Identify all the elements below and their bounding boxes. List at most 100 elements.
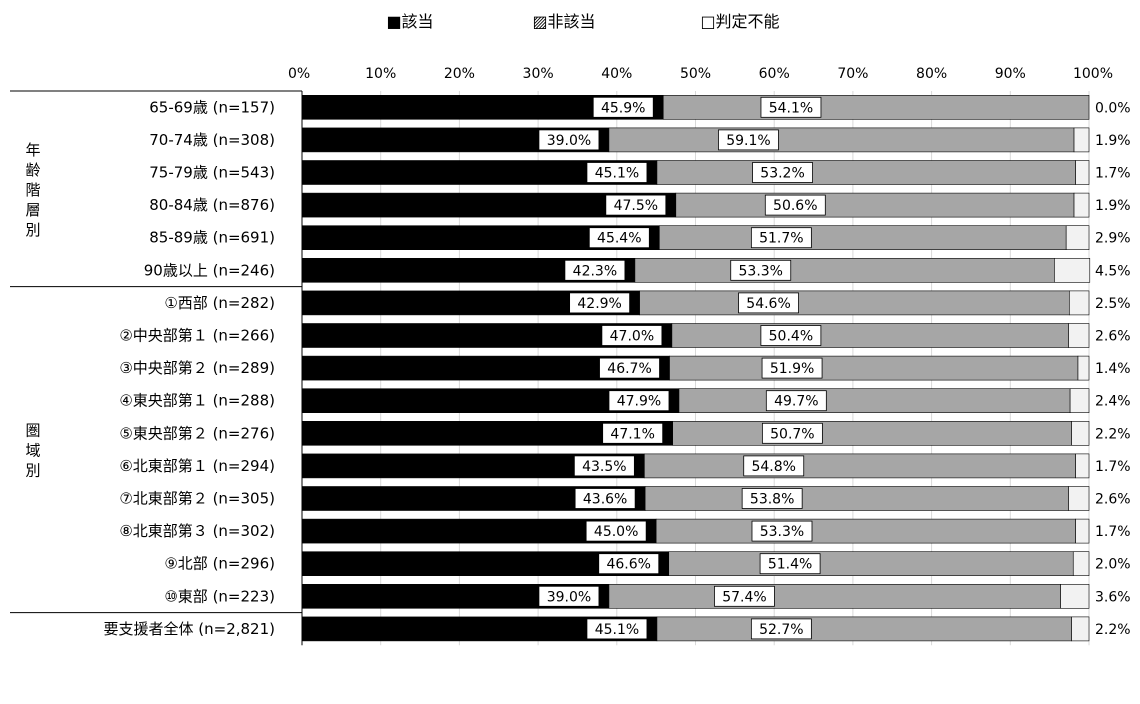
- data-label: 43.6%: [583, 492, 627, 508]
- bar-segment-3: [1065, 225, 1090, 250]
- group-label: 圏域別: [25, 422, 40, 480]
- data-label-box: [573, 455, 635, 477]
- data-label-box: [760, 96, 822, 118]
- data-label: 45.4%: [597, 231, 641, 247]
- x-tick-label: 100%: [1073, 66, 1113, 82]
- bar-segment-3: [1075, 160, 1090, 185]
- data-label: 53.8%: [750, 492, 794, 508]
- category-label: ①西部 (n=282): [164, 294, 275, 312]
- bar-segment-2: [671, 323, 1069, 348]
- category-label: ⑤東央部第２ (n=276): [119, 424, 275, 442]
- data-label-box: [738, 292, 799, 314]
- data-label-box: [718, 129, 779, 151]
- data-label-box: [761, 422, 823, 444]
- bar-segment-3: [1071, 420, 1090, 446]
- bar-segment-3: [1060, 583, 1090, 609]
- data-label-box: [592, 96, 654, 118]
- bar-segment-3: [1077, 355, 1090, 381]
- bar-segment-3: [1073, 192, 1090, 218]
- data-label: 47.5%: [614, 198, 658, 214]
- data-label: 53.3%: [760, 524, 804, 540]
- x-tick-label: 40%: [601, 66, 632, 82]
- bar-segment-3: [1069, 290, 1090, 316]
- category-label: ⑨北部 (n=296): [164, 555, 275, 573]
- bar-segment-3: [1073, 127, 1090, 153]
- x-tick-label: 60%: [759, 66, 790, 82]
- data-label-box: [586, 162, 648, 183]
- data-label-box: [585, 520, 647, 542]
- category-label: ⑩東部 (n=223): [164, 587, 275, 605]
- category-label: 85-89歳 (n=691): [149, 229, 275, 247]
- data-label: 51.4%: [768, 557, 812, 573]
- data-label: 51.7%: [759, 231, 803, 247]
- data-label-box: [730, 259, 792, 281]
- data-label-box: [569, 292, 631, 314]
- group-label: 年齢階層別: [25, 141, 40, 239]
- data-label: 2.2%: [1095, 622, 1131, 638]
- bar-segment-2: [672, 420, 1072, 446]
- data-label: 2.6%: [1095, 329, 1131, 345]
- data-label: 52.7%: [759, 622, 803, 638]
- x-tick-label: 30%: [523, 66, 554, 82]
- data-label: 39.0%: [547, 133, 591, 149]
- data-label-box: [759, 553, 821, 575]
- category-label: ④東央部第１ (n=288): [119, 392, 275, 410]
- bar-segment-3: [1068, 486, 1090, 511]
- data-label: 47.1%: [610, 426, 654, 442]
- data-label: 47.9%: [617, 394, 661, 410]
- data-label: 1.9%: [1095, 198, 1131, 214]
- data-label: 2.4%: [1095, 394, 1131, 410]
- bar-segment-2: [658, 225, 1067, 250]
- data-label: 54.6%: [746, 296, 790, 312]
- data-label-box: [764, 194, 826, 216]
- bar-segment-2: [644, 453, 1076, 479]
- data-label: 53.3%: [739, 263, 783, 279]
- bar-segment-2: [608, 127, 1075, 153]
- bar-segment-2: [655, 518, 1076, 544]
- data-label-box: [598, 553, 660, 575]
- data-label: 46.6%: [606, 557, 650, 573]
- data-label: 45.0%: [594, 524, 638, 540]
- bar-segment-2: [608, 583, 1061, 609]
- category-label: 要支援者全体 (n=2,821): [104, 620, 276, 638]
- x-tick-label: 10%: [365, 66, 396, 82]
- data-label-box: [608, 390, 670, 412]
- data-label: 50.7%: [770, 426, 814, 442]
- x-tick-label: 0%: [288, 66, 310, 82]
- data-label-box: [538, 585, 600, 607]
- x-tick-label: 70%: [837, 66, 868, 82]
- category-label: ③中央部第２ (n=289): [119, 359, 275, 377]
- legend-item-label: □判定不能: [700, 12, 779, 31]
- data-label-box: [751, 520, 813, 542]
- bar-segment-2: [639, 290, 1070, 316]
- category-label: 90歳以上 (n=246): [144, 261, 275, 279]
- data-label-box: [601, 325, 663, 346]
- data-label: 1.7%: [1095, 524, 1131, 540]
- data-label: 53.2%: [760, 166, 804, 182]
- category-label: 75-79歳 (n=543): [149, 164, 275, 182]
- bar-segment-3: [1075, 453, 1090, 479]
- category-label: ⑦北東部第２ (n=305): [119, 490, 275, 508]
- legend-item-label: ▨非該当: [532, 12, 595, 31]
- data-label: 49.7%: [774, 394, 818, 410]
- data-label-box: [761, 357, 823, 379]
- data-label: 46.7%: [607, 361, 651, 377]
- category-label: ②中央部第１ (n=266): [119, 327, 275, 345]
- category-label: 80-84歳 (n=876): [149, 196, 275, 214]
- bar-segment-2: [675, 192, 1075, 218]
- bar-segment-3: [1068, 323, 1090, 348]
- bar-segment-2: [669, 355, 1079, 381]
- data-label-box: [574, 488, 636, 509]
- data-label: 42.3%: [573, 263, 617, 279]
- data-label: 59.1%: [726, 133, 770, 149]
- data-label: 42.9%: [577, 296, 621, 312]
- bar-segment-2: [668, 551, 1074, 577]
- data-label: 51.9%: [770, 361, 814, 377]
- category-label: 70-74歳 (n=308): [149, 131, 275, 149]
- category-label: ⑧北東部第３ (n=302): [119, 522, 275, 540]
- data-label: 2.6%: [1095, 492, 1131, 508]
- data-label: 0.0%: [1095, 100, 1131, 116]
- bar-segment-2: [634, 257, 1055, 283]
- bar-segment-2: [656, 160, 1076, 185]
